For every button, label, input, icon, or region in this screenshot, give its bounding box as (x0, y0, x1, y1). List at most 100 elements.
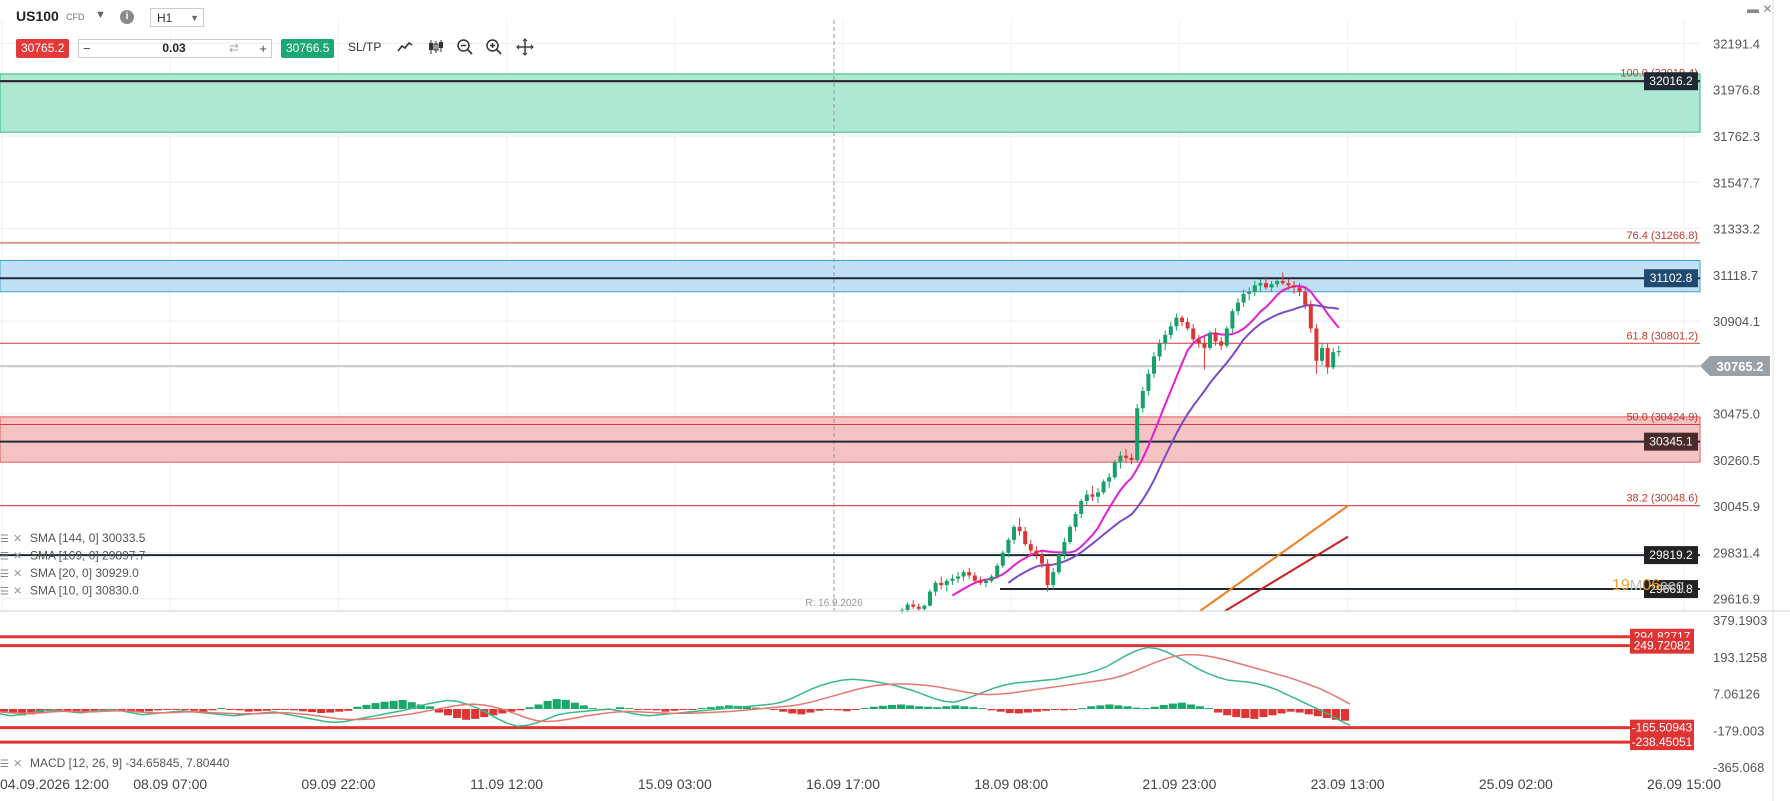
indicator-menu-icon[interactable]: ☰ (0, 587, 9, 598)
macd-histogram-bar (453, 708, 462, 718)
macd-histogram-bar (9, 708, 18, 714)
line-chart-icon[interactable] (396, 38, 414, 56)
macd-histogram-bar (154, 708, 163, 711)
candle-body (1252, 285, 1257, 292)
indicator-close-icon[interactable]: ✕ (13, 551, 22, 563)
macd-histogram-bar (407, 702, 416, 709)
macd-histogram-bar (752, 707, 761, 709)
candle-body (1068, 526, 1072, 542)
macd-histogram-bar (815, 708, 824, 711)
symbol-name[interactable]: US100 (16, 8, 59, 24)
time-axis[interactable]: 04.09.2026 12:00 08.09 07:00 09.09 22:00 11… (0, 776, 1721, 792)
candle-body (961, 572, 966, 577)
sell-button[interactable]: 30765.2 (16, 39, 70, 58)
buy-button[interactable]: 30766.5 (281, 39, 335, 58)
candle-body (1135, 408, 1140, 461)
candle-body (1297, 287, 1302, 292)
time-tick: 04.09.2026 12:00 (0, 776, 109, 792)
candle-body (1023, 531, 1028, 545)
macd-histogram-bar (90, 708, 99, 712)
indicator-close-icon[interactable]: ✕ (13, 533, 22, 545)
quantity-stepper[interactable]: − 0.03 ⇄ + (78, 39, 272, 58)
macd-histogram-bar (860, 708, 869, 710)
candle-body (1034, 550, 1039, 555)
indicator-close-icon[interactable]: ✕ (13, 568, 22, 580)
minimize-icon[interactable]: ▬ (1747, 2, 1759, 16)
time-tick: 26.09 15:00 (1647, 776, 1721, 792)
candlestick-icon[interactable] (427, 38, 445, 56)
horizontal-levels[interactable] (0, 80, 1700, 591)
macd-histogram-bar (344, 708, 353, 711)
candle-body (1264, 283, 1268, 288)
candle-body (1163, 334, 1168, 344)
candle-body (1331, 352, 1336, 368)
indicator-menu-icon[interactable]: ☰ (0, 534, 9, 545)
macd-histogram-bar (1041, 708, 1051, 711)
candle-body (1028, 544, 1033, 551)
fib-label: 76.4 (31266.8) (1626, 230, 1698, 242)
macd-histogram-bar (271, 708, 280, 710)
decrease-button[interactable]: − (83, 41, 91, 56)
candle-body (1040, 554, 1044, 564)
zoom-in-icon[interactable] (485, 38, 503, 56)
candle-body (933, 582, 938, 592)
macd-level-tag (1630, 734, 1694, 751)
macd-histogram-bar (18, 708, 27, 716)
candle-body (1280, 280, 1285, 284)
price-zone (0, 416, 1701, 463)
level-labels: 32016.2 31102.8 30345.1 29819.2 29661.8 (1644, 72, 1698, 599)
close-icon[interactable]: ✕ (1762, 2, 1773, 16)
candle-body (1168, 326, 1173, 335)
price-tick: 31547.7 (1713, 175, 1760, 190)
candle-body (1000, 552, 1005, 566)
macd-histogram-bar (706, 707, 715, 709)
macd-histogram-bar (1214, 708, 1223, 713)
fib-label: 38.2 (30048.6) (1626, 493, 1698, 505)
macd-histogram-bar (697, 708, 706, 710)
swap-icon[interactable]: ⇄ (229, 41, 240, 55)
chevron-down-icon[interactable]: ▼ (95, 9, 106, 21)
macd-histogram-bar (634, 708, 643, 710)
info-icon[interactable]: i (120, 10, 134, 24)
indicator-close-icon[interactable]: ✕ (13, 758, 22, 770)
level-tag-text: 29819.2 (1649, 548, 1693, 562)
indicator-close-icon[interactable]: ✕ (13, 586, 22, 598)
candle-body (956, 576, 960, 579)
sltp-button[interactable]: SL/TP (348, 40, 382, 54)
candle-body (989, 576, 994, 581)
price-tick: 30260.5 (1713, 453, 1760, 468)
chevron-down-icon: ▼ (190, 13, 199, 23)
symbol-type: CFD (66, 12, 85, 22)
increase-button[interactable]: + (259, 41, 267, 56)
timeframe-select[interactable]: H1 ▼ (150, 8, 204, 27)
crosshair-icon[interactable] (516, 38, 534, 56)
macd-histogram-bar (987, 708, 996, 711)
macd-histogram-bar (199, 708, 208, 712)
level-tag (1644, 269, 1698, 288)
macd-histogram-bar (1304, 708, 1313, 715)
macd-histogram-bar (552, 699, 561, 709)
candle-body (944, 580, 949, 586)
macd-histogram-bar (126, 708, 135, 712)
macd-histogram-bar (1195, 706, 1205, 709)
quantity-value[interactable]: 0.03 (162, 41, 186, 55)
indicator-legend[interactable]: ☰ ✕ SMA [144, 0] 30033.5 ☰ ✕ SMA [169, 0] 298… (0, 531, 146, 598)
macd-histogram-bar (217, 708, 226, 710)
macd-histogram-bar (1105, 704, 1114, 709)
indicator-menu-icon[interactable]: ☰ (0, 759, 9, 770)
candle-body (1314, 328, 1319, 361)
macd-histogram-bar (1123, 706, 1132, 709)
macd-histogram-bar (525, 707, 534, 709)
window-controls[interactable]: ▬ ✕ (1747, 2, 1772, 16)
zoom-out-icon[interactable] (456, 38, 474, 56)
price-tick: 31118.7 (1713, 268, 1758, 283)
price-axis[interactable]: 32191.4 31976.8 31762.3 31547.7 31333.2 31118… (1700, 36, 1770, 607)
sma-20-line (1007, 303, 1339, 584)
indicator-menu-icon[interactable]: ☰ (0, 569, 9, 580)
indicator-menu-icon[interactable]: ☰ (0, 552, 9, 563)
candle-body (1157, 343, 1162, 357)
candle-countdown: 19M06seg (1612, 577, 1684, 594)
candle-body (1219, 341, 1224, 346)
macd-tick: -179.003 (1713, 723, 1764, 738)
